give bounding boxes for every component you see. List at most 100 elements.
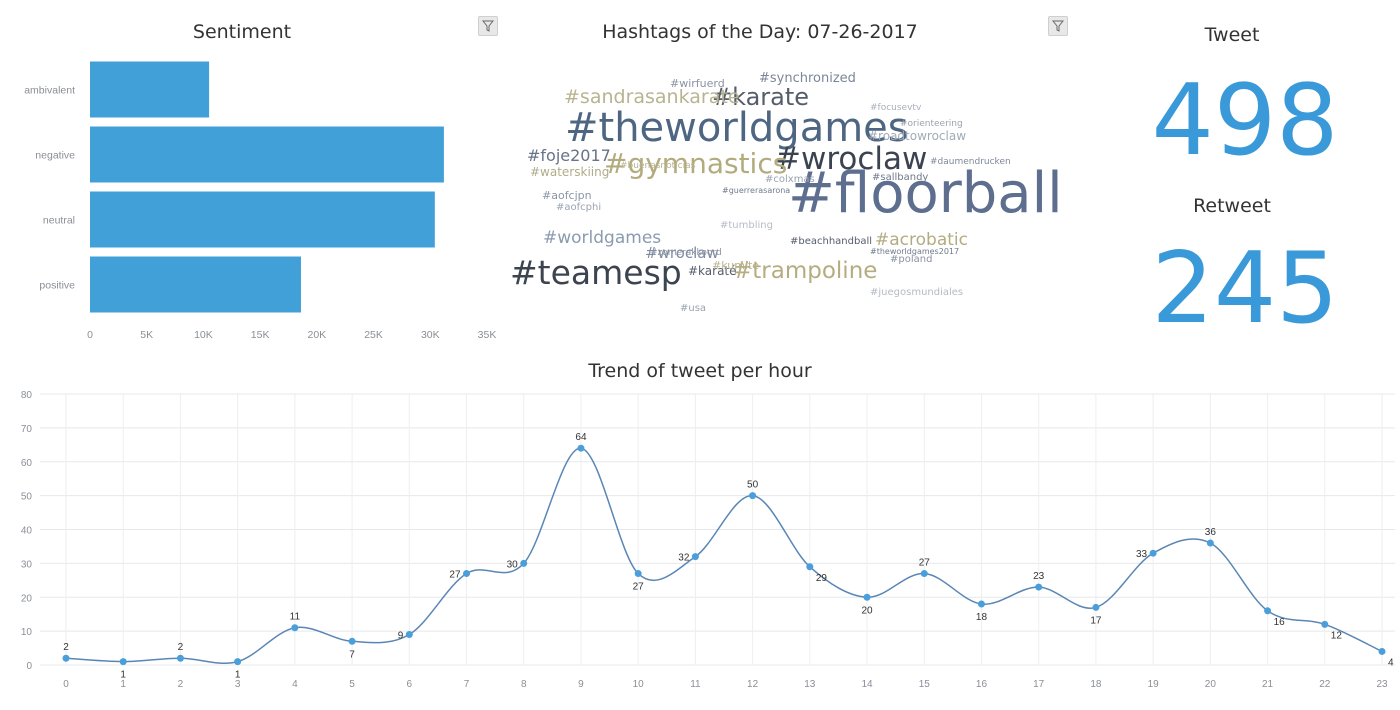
hashtag-word: #foje2017 (527, 146, 611, 165)
sentiment-bar-positive (90, 256, 301, 313)
trend-data-label: 29 (816, 573, 828, 584)
trend-data-point (520, 559, 528, 567)
trend-x-tick-label: 16 (976, 679, 988, 690)
sentiment-filter-button[interactable] (478, 16, 498, 36)
trend-x-tick-label: 10 (633, 679, 645, 690)
trend-data-label: 4 (1388, 657, 1394, 668)
hashtag-word: #usa (680, 303, 707, 314)
trend-x-tick-label: 15 (919, 679, 931, 690)
trend-data-label: 64 (575, 432, 587, 443)
trend-y-tick-label: 20 (21, 593, 33, 604)
trend-data-point (176, 654, 184, 662)
trend-y-tick-label: 10 (21, 627, 33, 638)
hashtag-word: #zomerakkoord (650, 248, 722, 258)
sentiment-title: Sentiment (192, 21, 292, 43)
hashtag-word: #acrobatic (875, 230, 968, 250)
sentiment-category-label: ambivalent (24, 85, 75, 97)
trend-data-point (1149, 549, 1157, 557)
trend-data-label: 11 (290, 612, 301, 623)
hashtag-word: #sallbandy (872, 172, 929, 183)
trend-data-label: 36 (1205, 527, 1217, 538)
trend-data-label: 50 (747, 480, 759, 491)
trend-x-tick-label: 4 (292, 679, 298, 690)
hashtag-word: #focusevtv (870, 103, 922, 113)
trend-x-tick-label: 17 (1033, 679, 1045, 690)
hashtag-word: #theworldgames (565, 105, 909, 151)
hashtag-word: #daumendrucken (930, 157, 1011, 167)
trend-y-tick-label: 60 (21, 458, 33, 469)
hashtag-word: #aofcjpn (542, 189, 592, 202)
trend-data-label: 1 (235, 670, 241, 681)
trend-data-label: 2 (63, 642, 69, 653)
filter-icon (1052, 20, 1064, 32)
trend-x-tick-label: 18 (1090, 679, 1102, 690)
trend-y-tick-label: 0 (26, 661, 32, 672)
trend-data-point (405, 631, 413, 639)
sentiment-x-tick-label: 5K (140, 329, 153, 341)
trend-data-label: 1 (120, 670, 126, 681)
hashtag-word: #orienteering (900, 119, 963, 129)
sentiment-x-tick-label: 30K (421, 329, 440, 341)
trend-x-tick-label: 0 (63, 679, 69, 690)
trend-x-tick-label: 23 (1376, 679, 1388, 690)
trend-y-tick-label: 40 (21, 526, 33, 537)
trend-data-label: 20 (861, 605, 873, 616)
trend-data-point (62, 654, 70, 662)
trend-data-point (863, 593, 871, 601)
trend-x-tick-label: 7 (464, 679, 470, 690)
trend-x-tick-label: 11 (690, 679, 701, 690)
sentiment-bar-ambivalent (90, 61, 210, 118)
sentiment-chart: ambivalent negative neutral positive 0 5K 10K 1… (24, 61, 496, 341)
trend-data-point (1378, 647, 1386, 655)
trend-y-tick-label: 50 (21, 492, 33, 503)
trend-data-label: 27 (919, 558, 931, 569)
trend-data-point (806, 563, 814, 571)
trend-y-tick-label: 70 (21, 424, 33, 435)
trend-data-label: 27 (633, 582, 645, 593)
trend-data-point (691, 553, 699, 561)
sentiment-x-tick-label: 0 (87, 329, 93, 341)
trend-data-point (119, 658, 127, 666)
hashtag-word-cloud: #floorball #theworldgames #teamesp #wroclaw… (500, 60, 1063, 320)
sentiment-bar-neutral (90, 191, 435, 248)
trend-data-point (977, 600, 985, 608)
hashtags-title: Hashtags of the Day: 07-26-2017 (602, 21, 918, 43)
hashtag-word: #worldgames (543, 228, 662, 248)
trend-data-label: 23 (1033, 571, 1045, 582)
trend-x-tick-label: 2 (178, 679, 184, 690)
filter-icon (482, 20, 494, 32)
hashtag-word: #synchronized (759, 71, 856, 86)
hashtags-filter-button[interactable] (1048, 16, 1068, 36)
trend-data-point (634, 570, 642, 578)
trend-x-tick-label: 5 (349, 679, 355, 690)
trend-data-point (234, 658, 242, 666)
sentiment-x-tick-label: 10K (194, 329, 213, 341)
trend-data-point (577, 444, 585, 452)
hashtag-word: #gymnastics (604, 147, 788, 180)
hashtag-word: #tumbling (720, 220, 773, 231)
hashtag-word: #beachhandball (790, 236, 873, 247)
trend-y-tick-label: 80 (21, 390, 33, 401)
trend-data-point (749, 492, 757, 500)
trend-y-tick-label: 30 (21, 559, 33, 570)
sentiment-category-label: neutral (43, 215, 75, 227)
sentiment-category-label: positive (39, 280, 75, 292)
trend-data-label: 32 (678, 553, 690, 564)
hashtag-word: #trampoline (733, 258, 878, 284)
trend-x-tick-label: 14 (861, 679, 873, 690)
trend-x-tick-label: 19 (1148, 679, 1160, 690)
trend-data-point (920, 570, 928, 578)
trend-data-label: 17 (1090, 615, 1102, 626)
hashtag-word: #buenasnoticias (620, 161, 696, 171)
hashtag-word: #guerrerasarona (722, 186, 791, 195)
trend-data-label: 30 (507, 559, 519, 570)
trend-x-tick-label: 20 (1205, 679, 1217, 690)
trend-title: Trend of tweet per hour (588, 360, 812, 382)
trend-data-label: 18 (976, 612, 988, 623)
hashtag-word: #colxmas (765, 174, 815, 185)
trend-data-label: 9 (398, 631, 404, 642)
trend-x-tick-label: 21 (1262, 679, 1274, 690)
trend-data-point (1206, 539, 1214, 547)
hashtag-word: #wroclaw (645, 244, 719, 262)
